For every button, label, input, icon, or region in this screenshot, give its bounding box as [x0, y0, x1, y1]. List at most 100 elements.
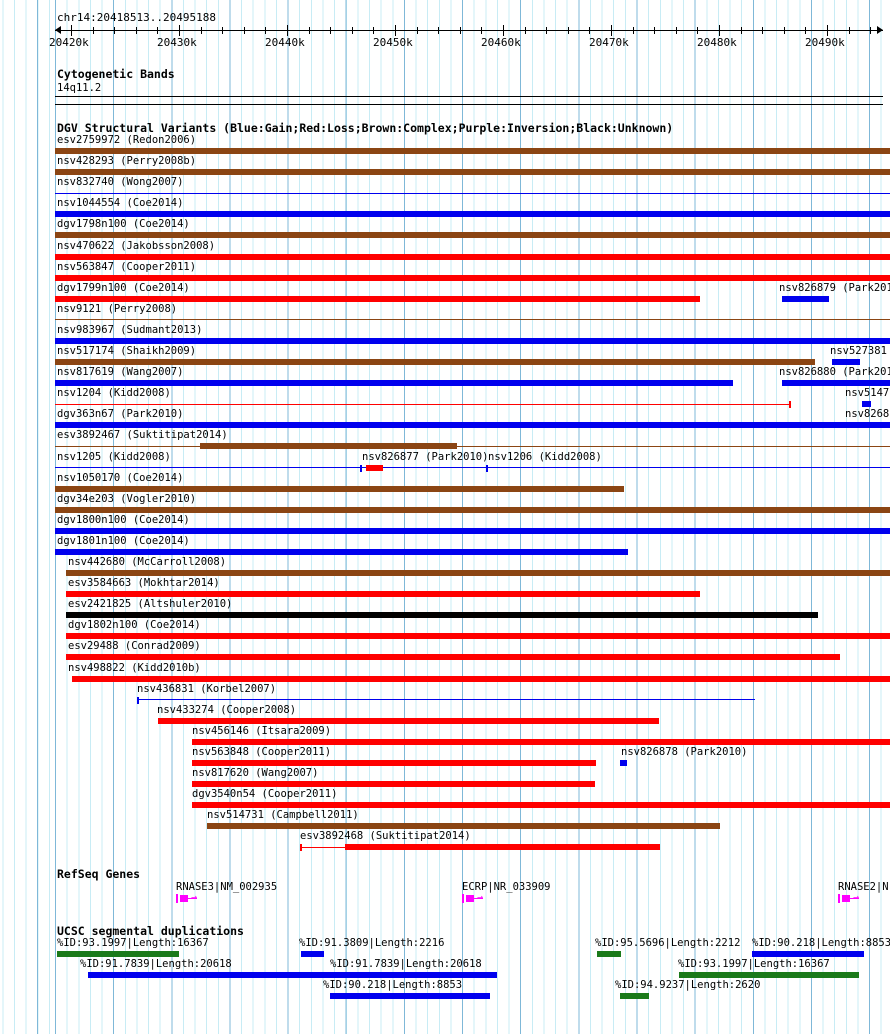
dgv-variant-bar[interactable]: [55, 467, 890, 468]
dgv-variant-label[interactable]: nsv826880 (Park201: [779, 366, 890, 378]
dgv-variant-bar[interactable]: [55, 232, 890, 238]
dgv-variant-label[interactable]: dgv3540n54 (Cooper2011): [192, 788, 338, 800]
dgv-variant-bar[interactable]: [782, 380, 890, 386]
segdup-bar[interactable]: [679, 972, 859, 978]
dgv-variant-label[interactable]: nsv470622 (Jakobsson2008): [57, 240, 216, 252]
dgv-variant-label[interactable]: nsv8268: [845, 408, 890, 420]
dgv-variant-bar[interactable]: [55, 380, 733, 386]
dgv-variant-label[interactable]: nsv1050170 (Coe2014): [57, 472, 184, 484]
dgv-variant-bar[interactable]: [55, 359, 815, 365]
dgv-variant-bar[interactable]: [55, 404, 790, 405]
dgv-variant-bar[interactable]: [66, 570, 890, 576]
dgv-variant-bar[interactable]: [66, 612, 818, 618]
dgv-variant-label[interactable]: nsv527381: [830, 345, 887, 357]
dgv-variant-label[interactable]: dgv363n67 (Park2010): [57, 408, 184, 420]
refseq-gene-glyph[interactable]: →: [176, 893, 200, 904]
dgv-variant-bar[interactable]: [55, 486, 624, 492]
dgv-variant-bar[interactable]: [862, 401, 871, 407]
dgv-variant-label[interactable]: dgv34e203 (Vogler2010): [57, 493, 197, 505]
dgv-variant-bar[interactable]: [55, 446, 890, 447]
segdup-label[interactable]: %ID:95.5696|Length:2212: [595, 937, 741, 949]
dgv-variant-bar[interactable]: [192, 760, 596, 766]
dgv-variant-bar[interactable]: [158, 718, 659, 724]
dgv-variant-label[interactable]: nsv498822 (Kidd2010b): [68, 662, 201, 674]
dgv-variant-bar[interactable]: [55, 422, 890, 428]
dgv-variant-bar[interactable]: [207, 823, 720, 829]
dgv-variant-bar[interactable]: [55, 211, 890, 217]
dgv-variant-label[interactable]: nsv826878 (Park2010): [621, 746, 748, 758]
dgv-variant-bar[interactable]: [72, 676, 890, 682]
dgv-variant-bar[interactable]: [55, 528, 890, 534]
dgv-variant-bar[interactable]: [192, 781, 595, 787]
dgv-variant-label[interactable]: esv2759972 (Redon2006): [57, 134, 197, 146]
dgv-variant-bar[interactable]: [55, 296, 700, 302]
dgv-variant-label[interactable]: esv3892467 (Suktitipat2014): [57, 429, 228, 441]
segdup-bar[interactable]: [330, 993, 490, 999]
dgv-variant-label[interactable]: nsv456146 (Itsara2009): [192, 725, 332, 737]
dgv-variant-bar[interactable]: [55, 338, 890, 344]
dgv-variant-label[interactable]: nsv514731 (Campbell2011): [207, 809, 359, 821]
dgv-variant-label[interactable]: dgv1802n100 (Coe2014): [68, 619, 201, 631]
segdup-bar[interactable]: [330, 972, 497, 978]
refseq-gene-label[interactable]: RNASE2|N: [838, 881, 889, 893]
dgv-variant-bar[interactable]: [200, 443, 457, 449]
dgv-variant-label[interactable]: dgv1798n100 (Coe2014): [57, 218, 190, 230]
dgv-variant-bar[interactable]: [55, 319, 890, 320]
dgv-variant-bar[interactable]: [55, 275, 890, 281]
dgv-variant-label[interactable]: nsv1204 (Kidd2008): [57, 387, 171, 399]
dgv-variant-bar[interactable]: [66, 633, 890, 639]
dgv-variant-bar[interactable]: [620, 760, 627, 766]
dgv-variant-label[interactable]: dgv1800n100 (Coe2014): [57, 514, 190, 526]
dgv-variant-label[interactable]: nsv563848 (Cooper2011): [192, 746, 332, 758]
refseq-gene-label[interactable]: RNASE3|NM_002935: [176, 881, 278, 893]
dgv-variant-bar[interactable]: [137, 699, 755, 700]
dgv-variant-label[interactable]: nsv817620 (Wang2007): [192, 767, 319, 779]
dgv-variant-bar[interactable]: [66, 591, 700, 597]
segdup-label[interactable]: %ID:93.1997|Length:16367: [678, 958, 830, 970]
dgv-variant-bar[interactable]: [55, 193, 890, 194]
dgv-variant-label[interactable]: nsv832740 (Wong2007): [57, 176, 184, 188]
refseq-gene-label[interactable]: ECRP|NR_033909: [462, 881, 551, 893]
dgv-variant-bar[interactable]: [832, 359, 860, 365]
dgv-variant-label[interactable]: nsv433274 (Cooper2008): [157, 704, 297, 716]
dgv-variant-label[interactable]: dgv1801n100 (Coe2014): [57, 535, 190, 547]
segdup-label[interactable]: %ID:91.3809|Length:2216: [299, 937, 445, 949]
dgv-variant-label[interactable]: nsv826879 (Park201: [779, 282, 890, 294]
dgv-variant-bar[interactable]: [192, 739, 890, 745]
segdup-label[interactable]: %ID:91.7839|Length:20618: [330, 958, 482, 970]
dgv-variant-bar[interactable]: [782, 296, 829, 302]
dgv-variant-label[interactable]: nsv817619 (Wang2007): [57, 366, 184, 378]
segdup-bar[interactable]: [752, 951, 864, 957]
dgv-variant-label[interactable]: dgv1799n100 (Coe2014): [57, 282, 190, 294]
dgv-variant-bar[interactable]: [55, 549, 628, 555]
segdup-label[interactable]: %ID:94.9237|Length:2620: [615, 979, 761, 991]
segdup-bar[interactable]: [597, 951, 621, 957]
segdup-bar[interactable]: [57, 951, 179, 957]
dgv-variant-bar[interactable]: [55, 148, 890, 154]
segdup-bar[interactable]: [620, 993, 649, 999]
segdup-label[interactable]: %ID:90.218|Length:8853: [752, 937, 890, 949]
dgv-variant-bar[interactable]: [366, 465, 383, 471]
dgv-variant-label[interactable]: nsv442680 (McCarroll2008): [68, 556, 227, 568]
dgv-variant-label[interactable]: nsv436831 (Korbel2007): [137, 683, 277, 695]
dgv-variant-bar[interactable]: [192, 802, 890, 808]
dgv-variant-label[interactable]: esv29488 (Conrad2009): [68, 640, 201, 652]
dgv-variant-label[interactable]: nsv9121 (Perry2008): [57, 303, 178, 315]
dgv-variant-bar[interactable]: [345, 844, 660, 850]
dgv-variant-label[interactable]: esv2421825 (Altshuler2010): [68, 598, 233, 610]
dgv-variant-label[interactable]: nsv563847 (Cooper2011): [57, 261, 197, 273]
dgv-variant-label[interactable]: nsv1044554 (Coe2014): [57, 197, 184, 209]
segdup-bar[interactable]: [88, 972, 331, 978]
dgv-variant-label[interactable]: esv3892468 (Suktitipat2014): [300, 830, 471, 842]
segdup-label[interactable]: %ID:93.1997|Length:16367: [57, 937, 209, 949]
dgv-variant-label[interactable]: nsv5147:: [845, 387, 890, 399]
dgv-variant-bar[interactable]: [55, 169, 890, 175]
dgv-variant-label[interactable]: nsv826877 (Park2010): [362, 451, 489, 463]
segdup-bar[interactable]: [301, 951, 324, 957]
refseq-gene-glyph[interactable]: →: [838, 893, 862, 904]
dgv-variant-label[interactable]: nsv1205 (Kidd2008): [57, 451, 171, 463]
refseq-gene-glyph[interactable]: →: [462, 893, 486, 904]
dgv-variant-label[interactable]: esv3584663 (Mokhtar2014): [68, 577, 220, 589]
segdup-label[interactable]: %ID:91.7839|Length:20618: [80, 958, 232, 970]
dgv-variant-label[interactable]: nsv517174 (Shaikh2009): [57, 345, 197, 357]
